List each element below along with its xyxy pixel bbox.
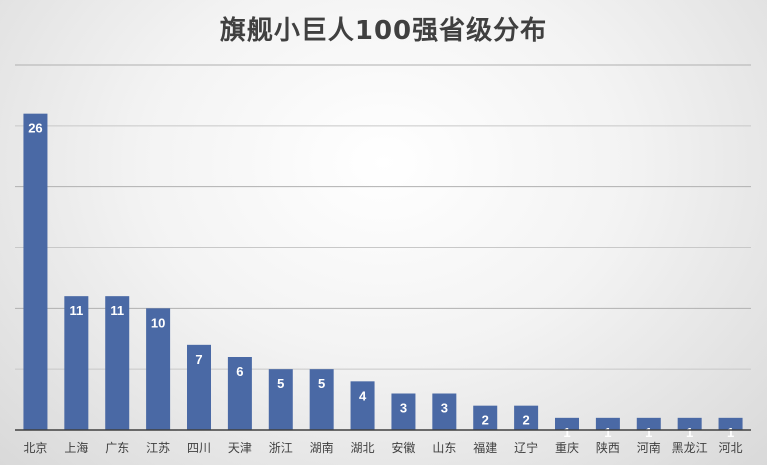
category-label: 湖北 xyxy=(351,440,375,455)
bar-陕西[interactable] xyxy=(595,417,620,430)
bar-上海[interactable] xyxy=(64,296,89,430)
bar-四川[interactable] xyxy=(187,344,211,430)
category-label: 广东 xyxy=(105,441,129,455)
category-label: 天津 xyxy=(228,441,252,455)
data-label: 11 xyxy=(69,303,83,318)
bar-山东[interactable] xyxy=(432,393,457,431)
category-label: 黑龙江 xyxy=(672,441,708,455)
bar-天津[interactable] xyxy=(227,357,252,430)
data-label: 1 xyxy=(604,425,611,440)
data-label: 7 xyxy=(195,352,202,367)
category-label: 江苏 xyxy=(146,441,170,455)
data-label: 3 xyxy=(441,401,448,416)
category-label: 上海 xyxy=(64,440,88,455)
bar-福建[interactable] xyxy=(473,405,498,430)
bar-安徽[interactable] xyxy=(391,393,416,431)
bar-北京[interactable] xyxy=(23,113,48,431)
data-label: 1 xyxy=(645,425,652,440)
category-label: 福建 xyxy=(473,440,497,455)
data-label: 2 xyxy=(522,413,529,428)
category-label: 河南 xyxy=(637,440,661,455)
category-label: 四川 xyxy=(187,441,211,455)
gridlines xyxy=(15,64,751,370)
category-label: 山东 xyxy=(432,441,456,455)
data-label: 11 xyxy=(110,303,124,318)
bar-河南[interactable] xyxy=(636,417,661,430)
category-label: 重庆 xyxy=(555,441,579,455)
data-label: 2 xyxy=(482,413,489,428)
category-label: 北京 xyxy=(23,441,47,455)
bar-重庆[interactable] xyxy=(555,417,579,430)
data-label: 5 xyxy=(277,376,284,391)
bar-湖北[interactable] xyxy=(350,381,375,430)
category-label: 安徽 xyxy=(391,440,415,455)
data-label: 4 xyxy=(359,388,367,403)
category-label: 湖南 xyxy=(310,440,334,455)
data-label: 5 xyxy=(318,376,325,391)
category-label: 浙江 xyxy=(269,441,293,455)
bar-黑龙江[interactable] xyxy=(677,417,702,430)
bar-浙江[interactable] xyxy=(268,369,293,430)
bar-辽宁[interactable] xyxy=(514,405,539,430)
data-label: 10 xyxy=(151,315,165,330)
bar-湖南[interactable] xyxy=(309,369,334,430)
data-label: 1 xyxy=(727,425,734,440)
chart-title: 旗舰小巨人100强省级分布 xyxy=(219,16,548,46)
bar-江苏[interactable] xyxy=(146,308,171,430)
data-label: 6 xyxy=(236,364,243,379)
data-label: 26 xyxy=(28,121,42,136)
data-label: 3 xyxy=(400,401,407,416)
category-label: 陕西 xyxy=(596,440,620,455)
data-label: 1 xyxy=(686,425,693,440)
category-label: 辽宁 xyxy=(514,440,538,455)
category-label: 河北 xyxy=(719,441,743,455)
bars-group xyxy=(23,113,743,431)
bar-河北[interactable] xyxy=(718,417,743,430)
data-label: 1 xyxy=(563,425,570,440)
category-labels-group: 北京 上海 广东 江苏 四川 天津 浙江 湖南 湖北 安徽 山东 福建 辽宁 重庆 陕西 河南 黑龙江 河北 xyxy=(23,440,742,455)
bar-广东[interactable] xyxy=(105,296,130,430)
